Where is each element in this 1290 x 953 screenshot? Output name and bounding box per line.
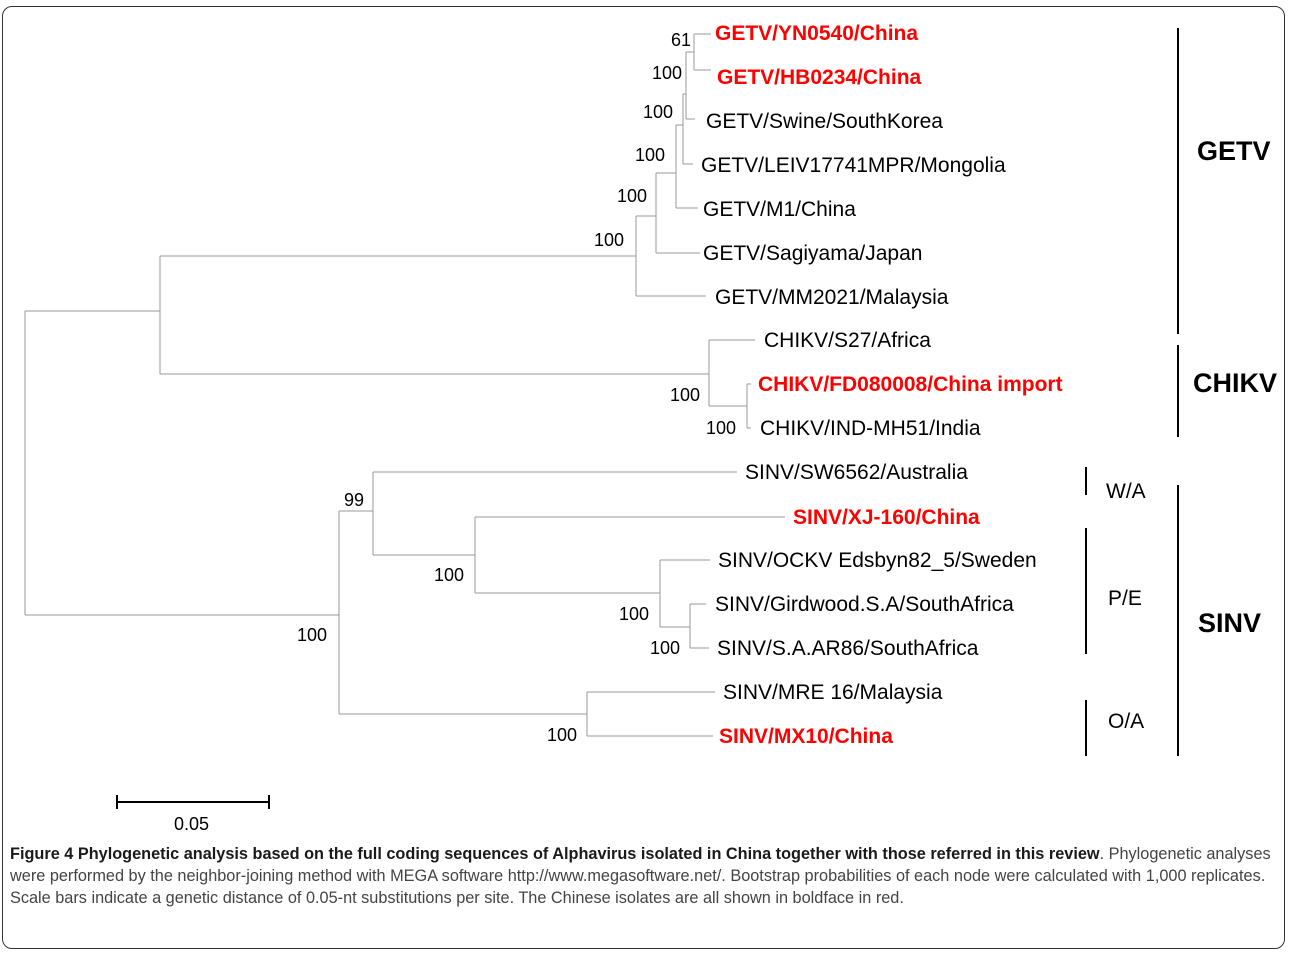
leaf-label: SINV/Girdwood.S.A/SouthAfrica: [715, 593, 1014, 616]
scale-bar-label: 0.05: [174, 814, 209, 834]
wa-subclade-label: W/A: [1106, 480, 1146, 503]
bootstrap-value: 100: [706, 418, 736, 438]
pe-subclade-label: P/E: [1108, 587, 1142, 610]
phylogenetic-tree: GETV/YN0540/China GETV/HB0234/China GETV…: [24, 22, 1277, 834]
chikv-clade-label: CHIKV: [1193, 368, 1277, 398]
leaf-label: GETV/M1/China: [703, 198, 856, 221]
bootstrap-value: 61: [671, 30, 691, 50]
leaf-label: GETV/YN0540/China: [715, 22, 918, 45]
tree-branches: [24, 33, 785, 737]
bootstrap-value: 100: [635, 145, 665, 165]
bootstrap-value: 100: [594, 230, 624, 250]
leaf-label: CHIKV/S27/Africa: [764, 329, 931, 352]
leaf-label: SINV/XJ-160/China: [793, 506, 980, 529]
leaf-label: GETV/HB0234/China: [717, 66, 922, 89]
bootstrap-value: 100: [617, 186, 647, 206]
leaf-label: SINV/SW6562/Australia: [745, 461, 968, 484]
figure-caption: Figure 4 Phylogenetic analysis based on …: [10, 843, 1278, 909]
bootstrap-value: 100: [650, 638, 680, 658]
leaf-label: GETV/LEIV17741MPR/Mongolia: [701, 154, 1006, 177]
caption-title: Figure 4 Phylogenetic analysis based on …: [10, 845, 1100, 863]
scale-bar: 0.05: [116, 795, 270, 834]
bootstrap-value: 100: [619, 604, 649, 624]
bootstrap-values: 61 100 100 100 100 100 100 100 99 100 10…: [297, 30, 736, 745]
leaf-label: SINV/OCKV Edsbyn82_5/Sweden: [718, 549, 1037, 572]
leaf-label: GETV/MM2021/Malaysia: [715, 286, 949, 309]
leaf-label: GETV/Sagiyama/Japan: [703, 242, 922, 265]
bootstrap-value: 99: [344, 490, 364, 510]
leaf-label: CHIKV/IND-MH51/India: [760, 417, 981, 440]
leaf-label: SINV/MX10/China: [719, 725, 893, 748]
bootstrap-value: 100: [434, 565, 464, 585]
sinv-clade-label: SINV: [1198, 608, 1261, 638]
leaf-label: SINV/MRE 16/Malaysia: [723, 681, 943, 704]
oa-subclade-label: O/A: [1108, 710, 1144, 733]
clade-brackets: [1085, 28, 1179, 756]
leaf-label: SINV/S.A.AR86/SouthAfrica: [717, 637, 979, 660]
clade-labels: GETV CHIKV SINV W/A P/E O/A: [1106, 136, 1277, 733]
bootstrap-value: 100: [670, 385, 700, 405]
bootstrap-value: 100: [297, 625, 327, 645]
leaf-label: GETV/Swine/SouthKorea: [706, 110, 943, 133]
caption-body: . Phylogenetic analyses were performed b…: [10, 845, 1271, 907]
bootstrap-value: 100: [547, 725, 577, 745]
figure-frame: [2, 6, 1285, 949]
getv-clade-label: GETV: [1197, 136, 1271, 166]
bootstrap-value: 100: [643, 102, 673, 122]
leaf-labels: GETV/YN0540/China GETV/HB0234/China GETV…: [701, 22, 1063, 748]
bootstrap-value: 100: [652, 63, 682, 83]
leaf-label: CHIKV/FD080008/China import: [758, 373, 1063, 396]
